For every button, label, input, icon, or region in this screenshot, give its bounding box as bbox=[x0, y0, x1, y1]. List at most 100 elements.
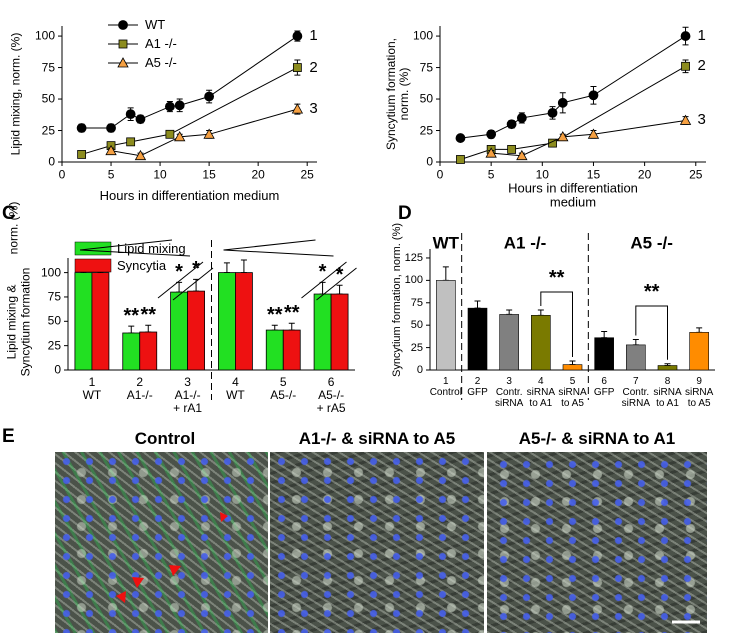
legend-label: A1 -/- bbox=[145, 35, 177, 51]
marker bbox=[516, 149, 528, 161]
error-bar bbox=[442, 266, 449, 281]
y-tick-label: 25 bbox=[47, 338, 61, 353]
y-axis-label: Syncytium formation bbox=[18, 267, 33, 377]
marker bbox=[106, 123, 116, 133]
marker bbox=[507, 145, 517, 154]
marker bbox=[292, 31, 303, 41]
significance-mark: ** bbox=[266, 304, 283, 327]
x-tick-label: 5 bbox=[107, 167, 115, 182]
marker bbox=[105, 144, 117, 156]
marker bbox=[117, 57, 129, 68]
comparison-bracket bbox=[79, 239, 214, 301]
y-tick-label: 100 bbox=[34, 28, 55, 43]
x-tick-label: 25 bbox=[689, 167, 703, 182]
marker bbox=[456, 155, 465, 164]
y-axis-label: Lipid mixing & bbox=[4, 284, 19, 360]
error-bar bbox=[145, 324, 152, 333]
bar bbox=[689, 332, 709, 371]
marker bbox=[588, 90, 599, 101]
bar bbox=[467, 307, 488, 371]
marker bbox=[118, 39, 128, 49]
x-tick-label: 0 bbox=[436, 167, 444, 182]
error-bar bbox=[537, 309, 544, 316]
x-tick-label: 2 A1-/- bbox=[126, 375, 153, 403]
marker bbox=[679, 114, 692, 125]
comparison-bracket bbox=[223, 239, 357, 301]
micrograph bbox=[270, 452, 484, 633]
comparison-bracket bbox=[540, 291, 573, 358]
micrograph bbox=[487, 452, 707, 633]
image-title: Control bbox=[134, 429, 196, 448]
error-bar bbox=[223, 262, 230, 274]
comparison-bracket bbox=[635, 305, 668, 360]
y-tick-label: 75 bbox=[419, 59, 433, 74]
image-title: A5-/- & siRNA to A1 bbox=[518, 429, 676, 448]
x-tick-label: 5 A5-/- bbox=[270, 375, 297, 403]
x-tick-label: 9 siRNA to A5 bbox=[684, 376, 714, 409]
y-axis-label: Syncytium formation, norm. (%) bbox=[383, 37, 411, 151]
group-label: A5 -/- bbox=[630, 233, 673, 253]
error-bar bbox=[176, 281, 183, 293]
y-tick-label: 50 bbox=[41, 91, 55, 106]
y-tick-label: 75 bbox=[410, 296, 423, 309]
marker bbox=[587, 128, 600, 139]
x-tick-label: 1 WT bbox=[82, 375, 102, 403]
bar bbox=[499, 314, 519, 371]
x-tick-label: 3 A1-/- + rA1 bbox=[173, 375, 203, 416]
bar bbox=[330, 293, 349, 371]
marker bbox=[506, 119, 517, 130]
marker bbox=[76, 123, 87, 133]
bar bbox=[91, 272, 110, 371]
bar bbox=[122, 332, 141, 371]
marker bbox=[455, 133, 466, 143]
y-tick-label: 75 bbox=[47, 289, 61, 304]
y-axis-label: Lipid mixing, norm. (%) bbox=[8, 32, 23, 156]
y-tick-label: 0 bbox=[48, 154, 55, 169]
marker bbox=[174, 130, 186, 142]
marker bbox=[547, 107, 558, 118]
group-label: A1 -/- bbox=[503, 233, 547, 253]
marker bbox=[118, 20, 128, 30]
error-bar bbox=[696, 327, 703, 333]
series-line bbox=[460, 35, 686, 139]
bar bbox=[218, 272, 236, 371]
x-tick-label: 2 GFP bbox=[467, 376, 488, 398]
x-tick-label: 6 GFP bbox=[593, 376, 615, 398]
error-bar bbox=[632, 339, 639, 346]
y-axis-label: norm. (%) bbox=[6, 201, 21, 255]
y-tick-label: 0 bbox=[426, 154, 433, 169]
error-bar bbox=[601, 330, 608, 339]
significance-mark: ** bbox=[283, 302, 300, 325]
marker bbox=[135, 114, 146, 125]
arrow bbox=[116, 591, 126, 603]
error-bar bbox=[240, 259, 247, 274]
marker bbox=[680, 31, 691, 41]
marker bbox=[557, 130, 569, 142]
error-bar bbox=[506, 309, 513, 315]
marker bbox=[557, 97, 568, 108]
arrow bbox=[132, 577, 144, 588]
y-axis-label: Syncytium formation, norm. (%) bbox=[390, 222, 403, 378]
x-tick-label: 15 bbox=[202, 167, 216, 182]
panel-letter: E bbox=[2, 426, 15, 447]
arrow bbox=[220, 512, 228, 522]
y-tick-label: 125 bbox=[404, 251, 423, 264]
marker bbox=[165, 129, 175, 139]
x-tick-label: 4 siRNA to A1 bbox=[526, 376, 555, 409]
significance-mark: * bbox=[335, 264, 344, 287]
marker bbox=[292, 63, 302, 72]
significance-mark: * bbox=[175, 261, 183, 284]
legend-label: WT bbox=[145, 16, 166, 32]
significance-mark: * bbox=[192, 258, 200, 281]
y-tick-label: 25 bbox=[419, 122, 433, 137]
error-bar bbox=[336, 284, 343, 295]
series-end-label: 3 bbox=[309, 99, 318, 117]
significance-mark: ** bbox=[548, 267, 565, 289]
x-axis-label: Hours in differentiation medium bbox=[99, 187, 280, 203]
series-end-label: 2 bbox=[309, 58, 318, 76]
x-tick-label: 1 Control bbox=[429, 376, 462, 398]
y-tick-label: 100 bbox=[412, 28, 433, 43]
error-bar bbox=[319, 281, 326, 295]
bar bbox=[187, 290, 205, 371]
x-tick-label: 7 Contr. siRNA bbox=[621, 376, 650, 409]
